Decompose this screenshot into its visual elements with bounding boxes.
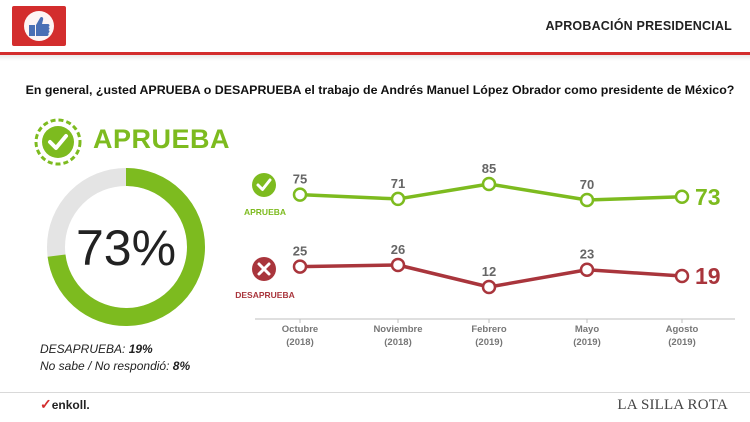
- x-tick-label-month: Octubre: [282, 324, 318, 335]
- data-label: 75: [293, 172, 307, 187]
- data-point: [579, 192, 595, 208]
- data-point: [579, 262, 595, 277]
- data-label-final: 73: [695, 184, 721, 210]
- data-point: [481, 279, 497, 295]
- data-label: 25: [293, 244, 307, 259]
- data-point: [481, 176, 497, 192]
- x-tick-label-month: Agosto: [666, 324, 699, 335]
- data-label: 71: [391, 176, 405, 191]
- x-tick-label-year: (2019): [475, 337, 502, 348]
- summary-block: DESAPRUEBA: 19% No sabe / No respondió: …: [40, 341, 190, 375]
- donut-percent: 73%: [76, 220, 176, 276]
- x-tick-label-year: (2018): [384, 337, 411, 348]
- x-tick-label-month: Febrero: [471, 324, 507, 335]
- data-point: [674, 189, 690, 205]
- disapprove-label: DESAPRUEBA:: [40, 342, 126, 356]
- x-tick-label-year: (2019): [573, 337, 600, 348]
- unknown-value: 8%: [172, 359, 191, 373]
- data-point: [292, 187, 308, 202]
- data-label: 70: [580, 177, 594, 192]
- approve-title: APRUEBA: [93, 124, 231, 154]
- data-point: [390, 257, 406, 273]
- header-bar: APROBACIÓN PRESIDENCIAL: [0, 0, 750, 56]
- data-point: [292, 259, 308, 274]
- enkoll-logo: ✓enkoll.: [40, 396, 90, 412]
- la-silla-rota-logo: LA SILLA ROTA: [617, 397, 728, 413]
- data-label: 26: [391, 242, 405, 257]
- legend-disapprove-name: DESAPRUEBA: [235, 290, 295, 300]
- data-label: 23: [580, 247, 594, 262]
- trend-chart: Octubre (2018) Noviembre (2018) Febrero (2019…: [235, 161, 735, 348]
- approval-donut: 73%: [47, 168, 205, 326]
- data-label: 85: [482, 161, 496, 176]
- data-label-final: 19: [695, 263, 721, 289]
- approve-check-icon: [252, 173, 276, 197]
- x-tick-label-month: Noviembre: [373, 324, 422, 335]
- unknown-label: No sabe / No respondió:: [40, 359, 170, 373]
- thumbs-up-icon: [12, 6, 66, 46]
- header-divider: [0, 52, 750, 55]
- header-title: APROBACIÓN PRESIDENCIAL: [545, 19, 732, 33]
- x-tick-label-month: Mayo: [575, 324, 599, 335]
- data-point: [674, 268, 690, 284]
- enkoll-mark-icon: ✓: [40, 396, 52, 412]
- x-tick-label-year: (2018): [286, 337, 313, 348]
- legend-approve-name: APRUEBA: [244, 207, 286, 217]
- donut-arc: [47, 168, 205, 326]
- disapprove-x-icon: [252, 257, 276, 281]
- survey-question: En general, ¿usted APRUEBA o DESAPRUEBA …: [25, 83, 735, 97]
- disapprove-value: 19%: [128, 342, 153, 356]
- x-tick-label-year: (2019): [668, 337, 695, 348]
- data-label: 12: [482, 264, 496, 279]
- data-point: [390, 191, 406, 207]
- check-icon: [34, 118, 82, 166]
